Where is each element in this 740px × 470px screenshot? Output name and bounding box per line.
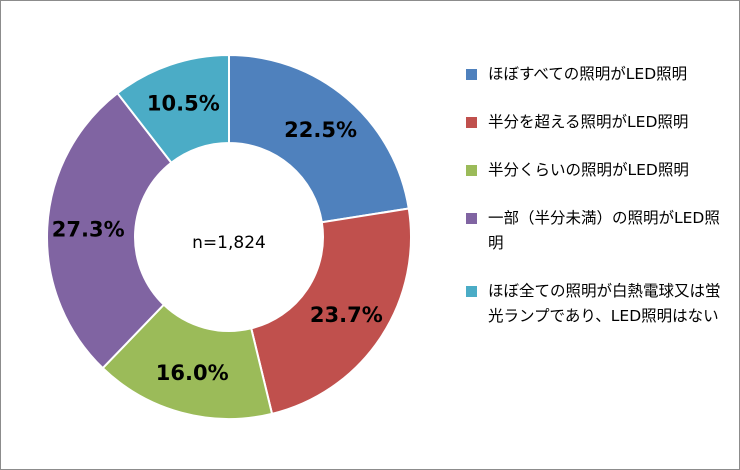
legend-label-no-led: ほぼ全ての照明が白熱電球又は蛍光ランプであり、LED照明はない	[488, 282, 721, 325]
legend-label-partial-led: 一部（半分未満）の照明がLED照明	[488, 209, 720, 252]
legend-swatch-partial-led	[466, 213, 477, 224]
slice-label-no-led: 10.5%	[147, 92, 220, 116]
slice-label-about-half-led: 16.0%	[156, 361, 229, 385]
slice-label-all-led: 22.5%	[284, 118, 357, 142]
legend-item-partial-led: 一部（半分未満）の照明がLED照明	[466, 206, 728, 256]
legend-item-no-led: ほぼ全ての照明が白熱電球又は蛍光ランプであり、LED照明はない	[466, 279, 728, 329]
legend-label-more-than-half-led: 半分を超える照明がLED照明	[488, 113, 689, 131]
legend-label-all-led: ほぼすべての照明がLED照明	[488, 65, 688, 83]
slice-label-partial-led: 27.3%	[52, 217, 125, 241]
legend-item-all-led: ほぼすべての照明がLED照明	[466, 62, 728, 87]
center-sample-size-label: n=1,824	[192, 233, 266, 253]
legend-swatch-about-half-led	[466, 165, 477, 176]
legend-item-about-half-led: 半分くらいの照明がLED照明	[466, 158, 728, 183]
legend-label-about-half-led: 半分くらいの照明がLED照明	[488, 161, 689, 179]
donut-slice-about-half-led	[101, 303, 274, 420]
slice-label-more-than-half-led: 23.7%	[310, 303, 383, 327]
donut-slice-more-than-half-led	[250, 207, 412, 416]
legend-swatch-all-led	[466, 69, 477, 80]
donut-slice-no-led	[116, 53, 230, 165]
legend-swatch-more-than-half-led	[466, 117, 477, 128]
donut-slice-partial-led	[46, 91, 173, 370]
legend: ほぼすべての照明がLED照明 半分を超える照明がLED照明 半分くらいの照明がL…	[466, 62, 728, 352]
legend-swatch-no-led	[466, 286, 477, 297]
donut-slice-all-led	[228, 53, 410, 224]
legend-item-more-than-half-led: 半分を超える照明がLED照明	[466, 110, 728, 135]
